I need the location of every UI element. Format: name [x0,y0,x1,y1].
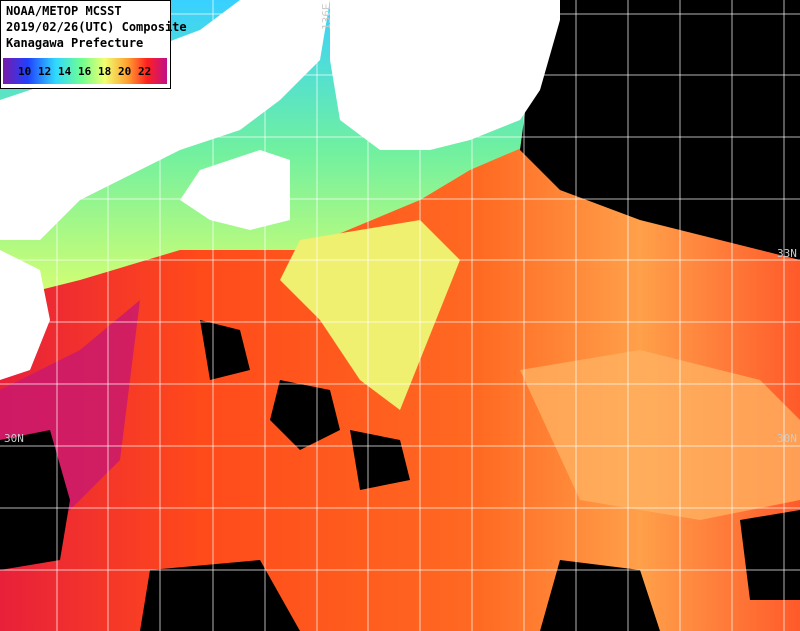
legend-label: 20 [118,65,131,78]
header-line: NOAA/METOP MCSST [6,4,122,18]
grid-label: 30N [4,432,24,445]
legend-label: 12 [38,65,51,78]
legend-label: 10 [18,65,31,78]
land [180,150,290,230]
cloud-cover [0,430,70,570]
legend-label: 14 [58,65,72,78]
warm-tongue [280,220,460,410]
cloud-cover [520,0,800,260]
land [0,250,50,380]
legend-labels: 10 12 14 16 18 20 22 [18,65,151,78]
land [0,0,330,240]
legend-label: 22 [138,65,151,78]
legend-label: 18 [98,65,111,78]
header: NOAA/METOP MCSST 2019/02/26(UTC) Composit… [6,4,187,50]
color-bar [3,58,167,84]
grid-label: 30N [777,432,797,445]
mixed-water [520,350,800,520]
cloud-cover [140,320,800,631]
header-line: Kanagawa Prefecture [6,36,143,50]
grid-label: 136E [320,4,333,31]
legend-label: 16 [78,65,92,78]
header-line: 2019/02/26(UTC) Composite [6,20,187,34]
grid-label: 33N [777,247,797,260]
